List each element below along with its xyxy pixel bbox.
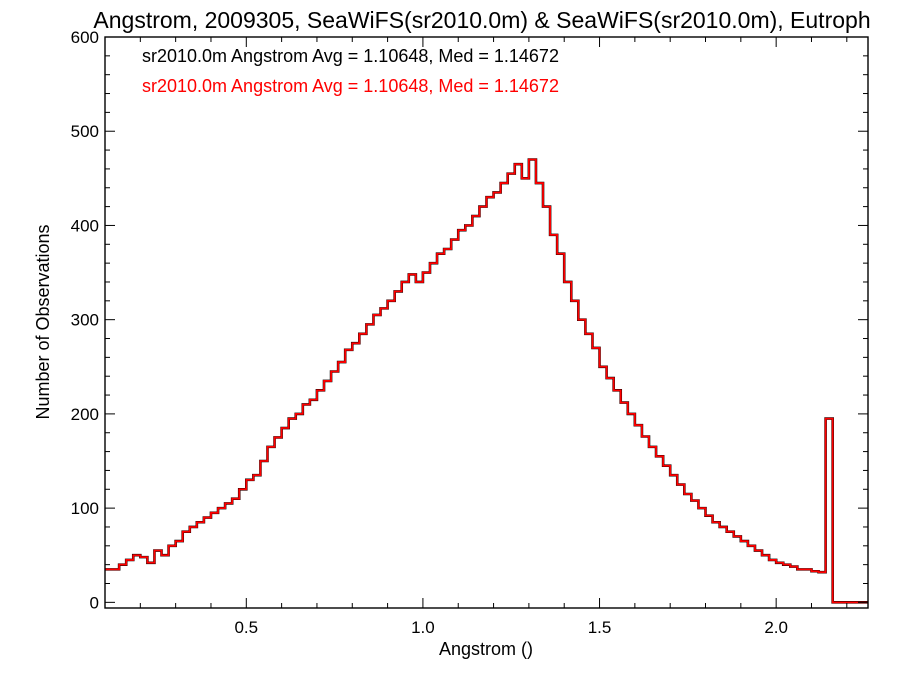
- plot-frame: [104, 36, 869, 609]
- x-axis: 0.5 1.0 1.5 2.0: [104, 37, 848, 637]
- y-axis-label: Number of Observations: [33, 224, 53, 419]
- y-tick-label: 600: [71, 28, 99, 47]
- histogram-step-line-black: [105, 158, 868, 604]
- x-tick-label: 1.5: [588, 618, 612, 637]
- y-tick-label: 300: [71, 311, 99, 330]
- chart-title: Angstrom, 2009305, SeaWiFS(sr2010.0m) & …: [93, 7, 870, 33]
- y-tick-label: 100: [71, 499, 99, 518]
- x-tick-label: 0.5: [234, 618, 258, 637]
- x-tick-label: 1.0: [411, 618, 435, 637]
- histogram-step-line-red: [105, 158, 868, 604]
- y-tick-label: 400: [71, 216, 99, 235]
- y-axis: 0 100 200 300 400 500 600: [71, 28, 868, 612]
- y-tick-label: 0: [90, 593, 99, 612]
- y-tick-label: 200: [71, 405, 99, 424]
- stats-annotation-red: sr2010.0m Angstrom Avg = 1.10648, Med = …: [142, 76, 559, 96]
- y-tick-label: 500: [71, 122, 99, 141]
- x-axis-label: Angstrom (): [439, 639, 533, 659]
- histogram-series: [105, 158, 868, 604]
- x-tick-label: 2.0: [764, 618, 788, 637]
- stats-annotation-black: sr2010.0m Angstrom Avg = 1.10648, Med = …: [142, 46, 559, 66]
